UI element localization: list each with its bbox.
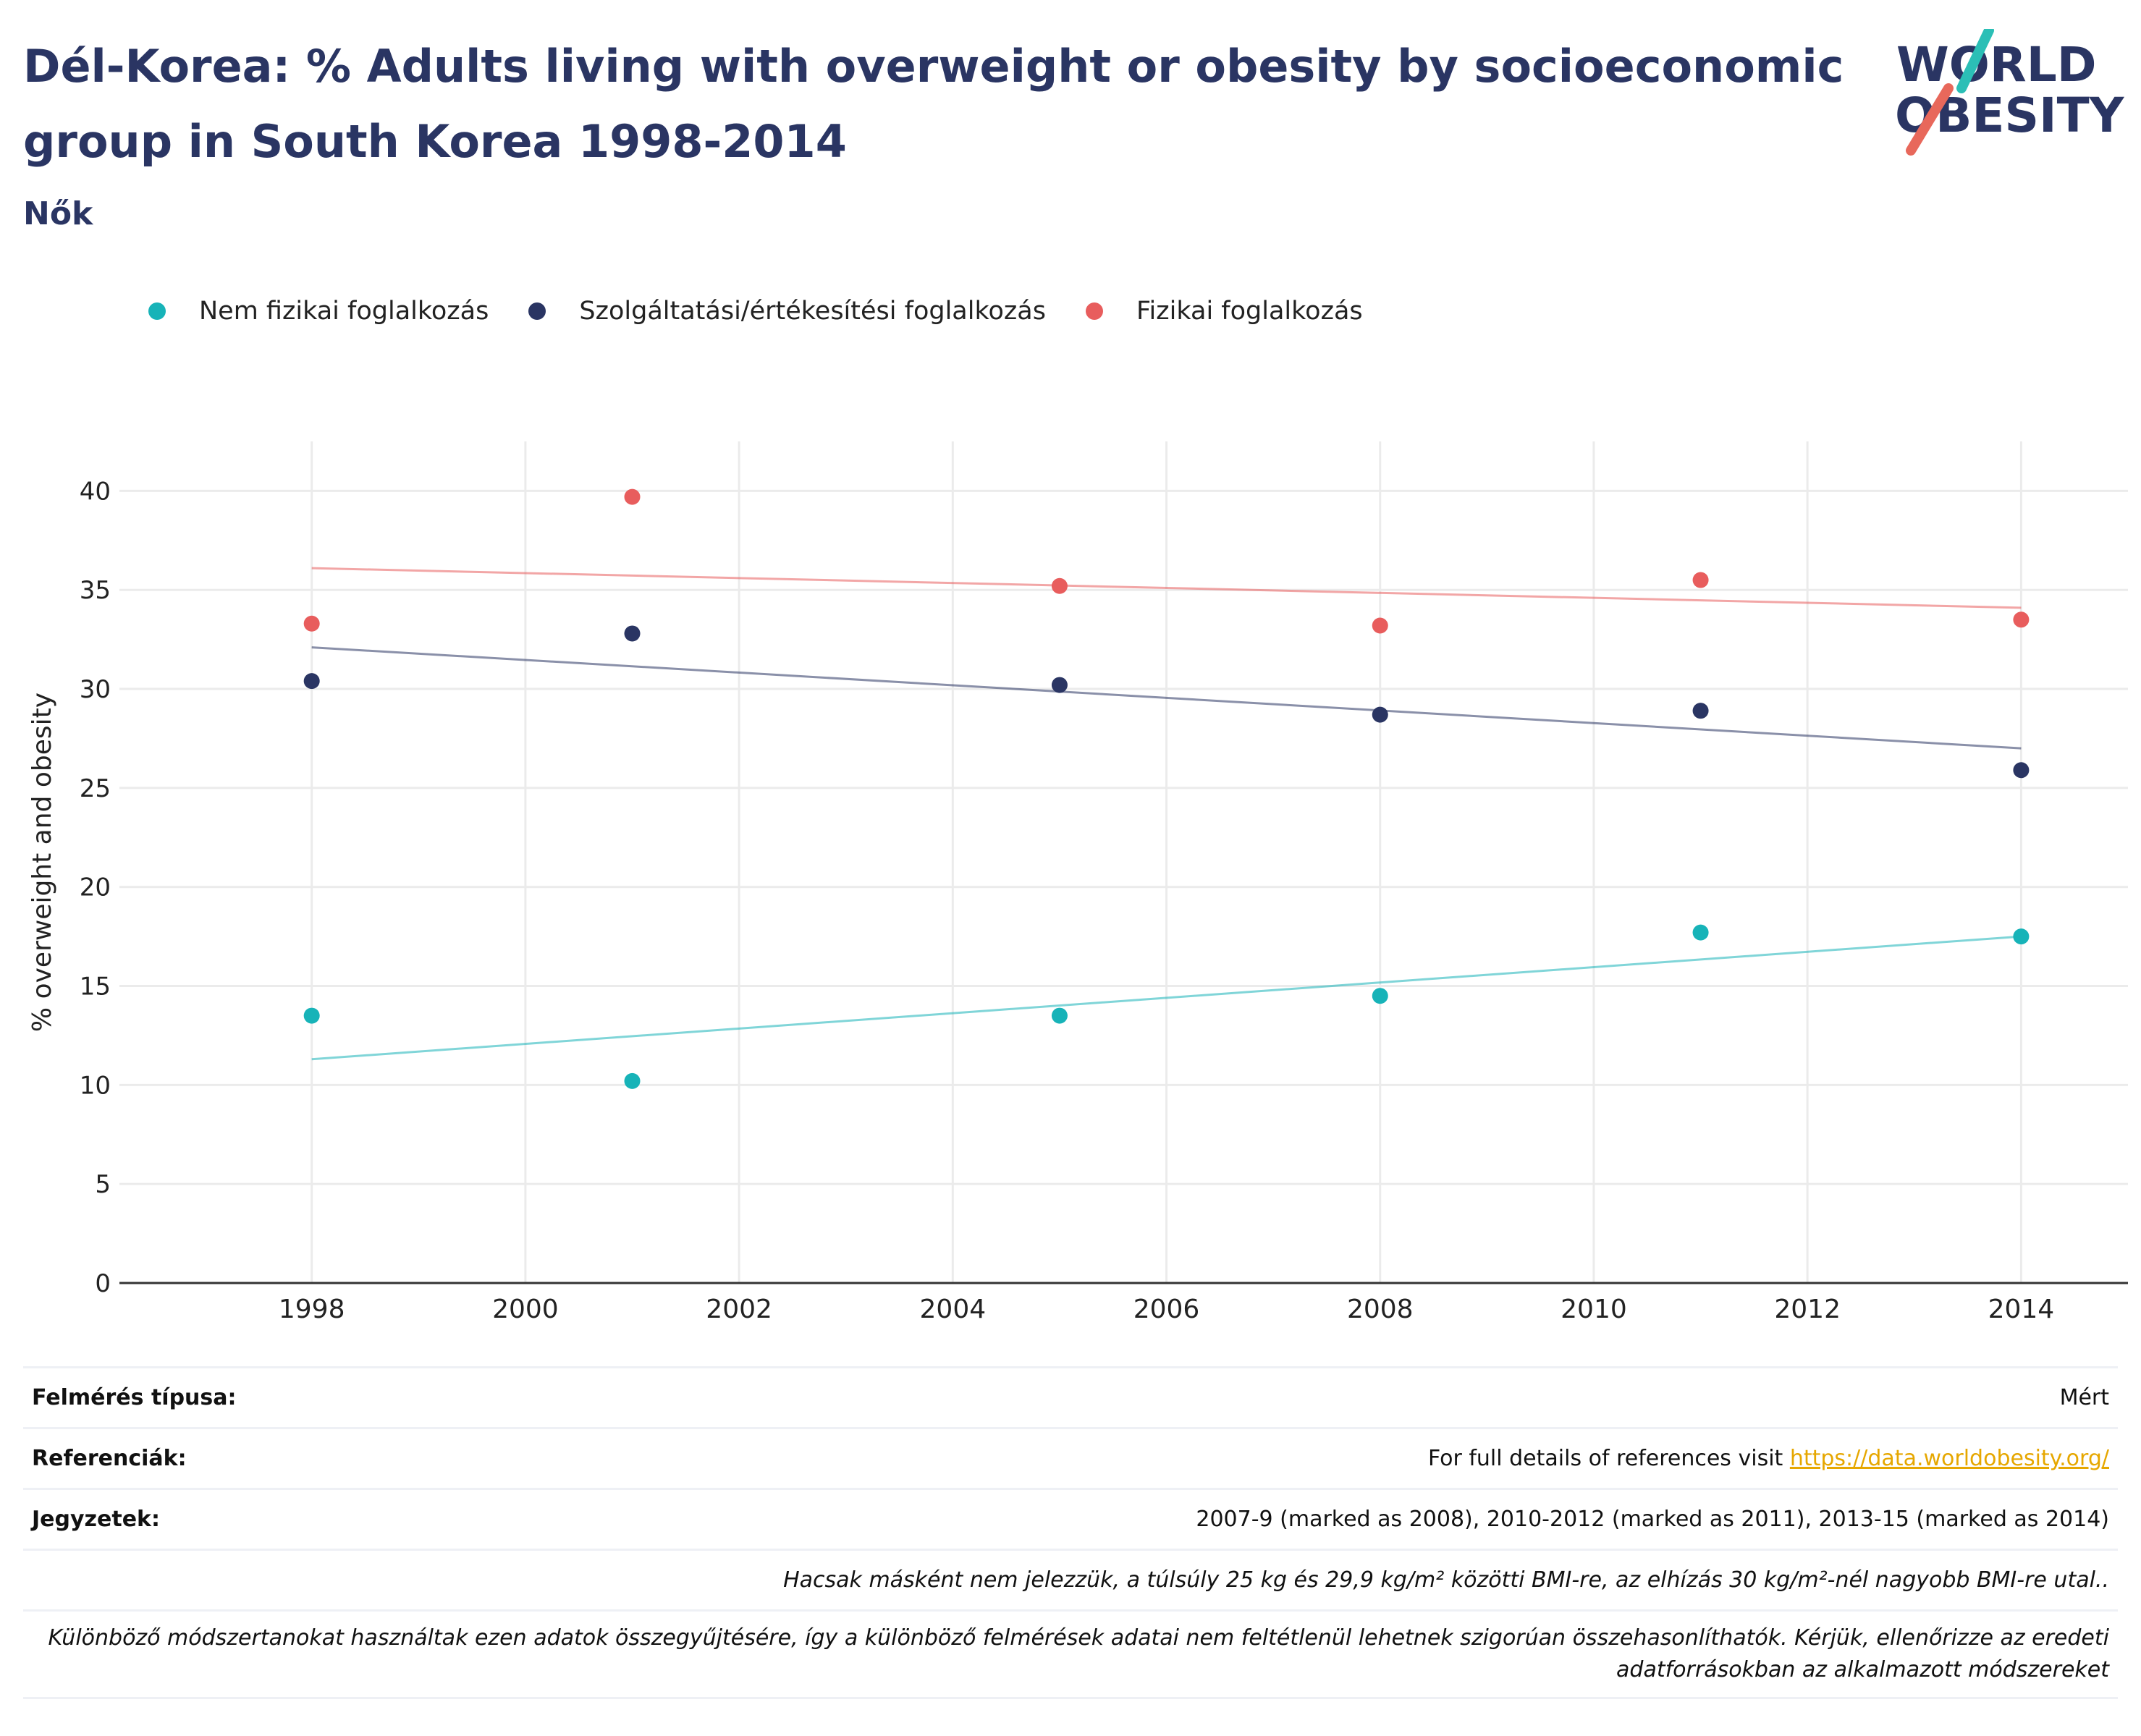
notes-row: Jegyzetek: 2007-9 (marked as 2008), 2010… bbox=[23, 1488, 2118, 1549]
x-tick-label: 2012 bbox=[1774, 1295, 1841, 1324]
references-link[interactable]: https://data.worldobesity.org/ bbox=[1789, 1446, 2109, 1471]
data-point-series-1 bbox=[1372, 706, 1388, 723]
legend-item-manual[interactable]: Fizikai foglalkozás bbox=[1085, 297, 1363, 326]
data-point-series-0 bbox=[1372, 988, 1388, 1004]
legend-label-manual: Fizikai foglalkozás bbox=[1136, 297, 1363, 326]
x-tick-label: 2014 bbox=[1988, 1295, 2055, 1324]
data-point-series-2 bbox=[1692, 572, 1709, 588]
survey-type-label: Felmérés típusa: bbox=[32, 1385, 237, 1410]
y-tick-label: 10 bbox=[80, 1071, 111, 1100]
y-tick-label: 25 bbox=[80, 774, 111, 803]
trend-line-series-1 bbox=[311, 646, 2022, 750]
notes-value: 2007-9 (marked as 2008), 2010-2012 (mark… bbox=[1196, 1507, 2109, 1532]
data-point-series-0 bbox=[1051, 1007, 1068, 1024]
survey-type-row: Felmérés típusa: Mért bbox=[23, 1366, 2118, 1427]
data-point-series-2 bbox=[2013, 611, 2030, 628]
references-row: Referenciák: For full details of referen… bbox=[23, 1427, 2118, 1488]
chart-legend: Nem fizikai foglalkozás Szolgáltatási/ér… bbox=[148, 289, 1403, 333]
label-layer: 1998 2000 2002 2004 2006 2008 2010 2012 2014 0 5 10… bbox=[28, 477, 2054, 1324]
point-layer bbox=[303, 488, 2030, 1089]
logo-slash-teal bbox=[1956, 29, 1994, 93]
legend-item-non-manual[interactable]: Nem fizikai foglalkozás bbox=[148, 297, 489, 326]
trend-layer bbox=[311, 567, 2022, 1061]
world-obesity-logo: WORLD OBESITY bbox=[1895, 29, 2125, 156]
data-point-series-2 bbox=[1372, 617, 1388, 634]
y-tick-label: 30 bbox=[80, 675, 111, 704]
bmi-note: Hacsak másként nem jelezzük, a túlsúly 2… bbox=[783, 1567, 2109, 1593]
bmi-note-row: Hacsak másként nem jelezzük, a túlsúly 2… bbox=[23, 1549, 2118, 1609]
data-point-series-2 bbox=[303, 615, 320, 632]
chart-plot: 1998 2000 2002 2004 2006 2008 2010 2012 2014 0 5 10… bbox=[28, 441, 2128, 1324]
chart-subtitle: Nők bbox=[23, 195, 93, 232]
metadata-table: Felmérés típusa: Mért Referenciák: For f… bbox=[23, 1366, 2118, 1699]
y-tick-label: 20 bbox=[80, 873, 111, 902]
x-tick-label: 1998 bbox=[279, 1295, 345, 1324]
references-text: For full details of references visit bbox=[1427, 1446, 1790, 1471]
x-tick-label: 2006 bbox=[1133, 1295, 1200, 1324]
logo-slash-coral bbox=[1906, 83, 1954, 156]
x-tick-label: 2008 bbox=[1347, 1295, 1414, 1324]
legend-label-non-manual: Nem fizikai foglalkozás bbox=[199, 297, 489, 326]
trend-line-series-2 bbox=[311, 567, 2022, 609]
data-point-series-0 bbox=[2013, 928, 2030, 945]
x-tick-label: 2000 bbox=[492, 1295, 559, 1324]
grid-layer bbox=[119, 441, 2128, 1284]
notes-label: Jegyzetek: bbox=[32, 1507, 160, 1532]
survey-type-value: Mért bbox=[2059, 1385, 2109, 1410]
references-label: Referenciák: bbox=[32, 1446, 187, 1471]
legend-marker-manual bbox=[1085, 302, 1103, 320]
x-tick-label: 2010 bbox=[1561, 1295, 1627, 1324]
data-point-series-2 bbox=[624, 488, 641, 505]
y-tick-label: 35 bbox=[80, 576, 111, 605]
y-tick-label: 15 bbox=[80, 973, 111, 1002]
data-point-series-0 bbox=[303, 1007, 320, 1024]
chart-title: Dél-Korea: % Adults living with overweig… bbox=[23, 40, 1844, 168]
data-point-series-1 bbox=[2013, 762, 2030, 779]
methodology-note: Különböző módszertanokat használtak ezen… bbox=[48, 1625, 2109, 1682]
legend-marker-service-sales bbox=[528, 302, 546, 320]
y-axis-title: % overweight and obesity bbox=[28, 693, 57, 1032]
legend-marker-non-manual bbox=[148, 302, 166, 320]
logo-line1: WORLD bbox=[1896, 37, 2097, 93]
data-point-series-1 bbox=[303, 673, 320, 690]
legend-label-service-sales: Szolgáltatási/értékesítési foglalkozás bbox=[579, 297, 1046, 326]
legend-item-service-sales[interactable]: Szolgáltatási/értékesítési foglalkozás bbox=[528, 297, 1046, 326]
x-tick-label: 2002 bbox=[706, 1295, 772, 1324]
data-point-series-1 bbox=[1692, 703, 1709, 719]
data-point-series-0 bbox=[624, 1072, 641, 1089]
methodology-note-row: Különböző módszertanokat használtak ezen… bbox=[23, 1609, 2118, 1699]
x-tick-label: 2004 bbox=[920, 1295, 987, 1324]
y-tick-label: 0 bbox=[95, 1269, 111, 1298]
data-point-series-1 bbox=[624, 625, 641, 642]
y-tick-label: 40 bbox=[80, 477, 111, 506]
data-point-series-1 bbox=[1051, 677, 1068, 693]
trend-line-series-0 bbox=[311, 935, 2022, 1061]
data-point-series-2 bbox=[1051, 577, 1068, 594]
references-value: For full details of references visit htt… bbox=[1428, 1446, 2109, 1471]
data-point-series-0 bbox=[1692, 924, 1709, 941]
y-tick-label: 5 bbox=[95, 1170, 111, 1199]
